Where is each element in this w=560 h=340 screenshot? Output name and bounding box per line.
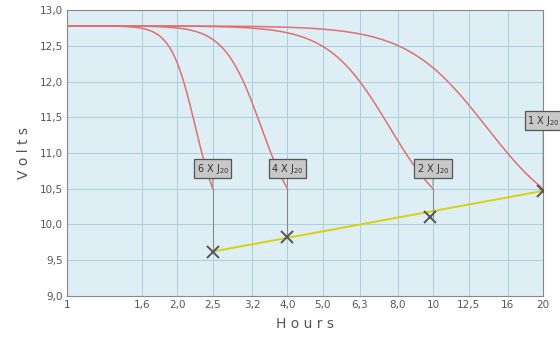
X-axis label: H o u r s: H o u r s [276,317,334,331]
Text: 4 X J$_{20}$: 4 X J$_{20}$ [272,162,304,176]
Text: 6 X J$_{20}$: 6 X J$_{20}$ [197,162,229,176]
Text: 1 X J$_{20}$: 1 X J$_{20}$ [527,114,559,128]
Text: 2 X J$_{20}$: 2 X J$_{20}$ [417,162,449,176]
Y-axis label: V o l t s: V o l t s [17,127,31,179]
